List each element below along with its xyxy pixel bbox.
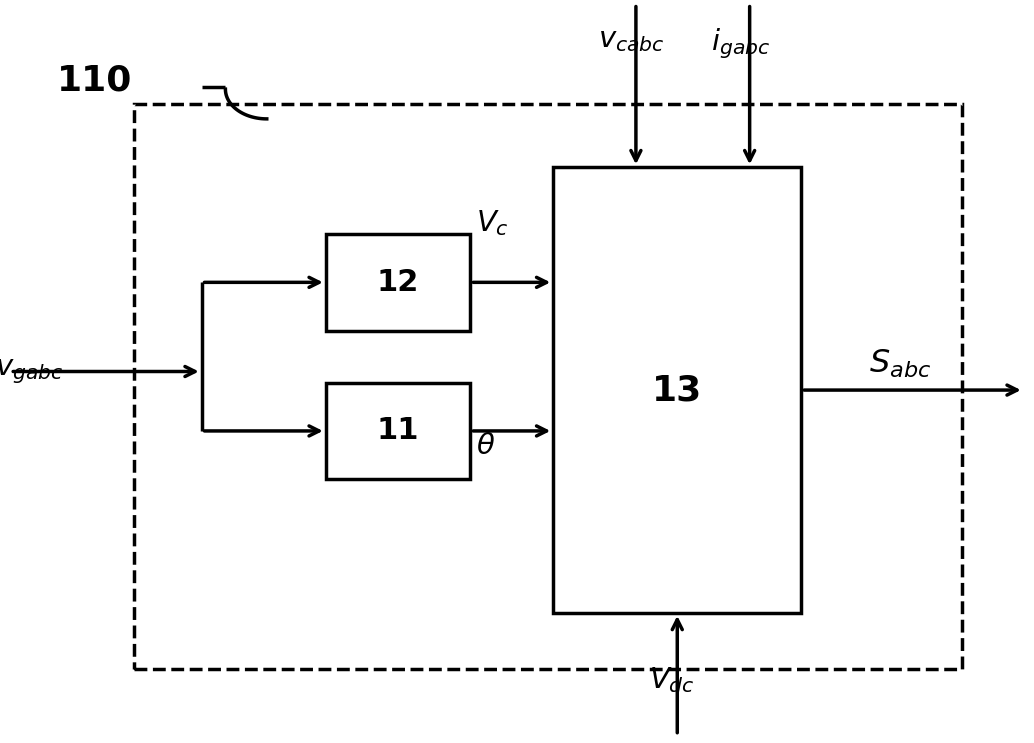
Bar: [326, 234, 470, 331]
Text: $S_{abc}$: $S_{abc}$: [869, 348, 931, 380]
Text: 110: 110: [57, 63, 132, 97]
Text: $i_{gabc}$: $i_{gabc}$: [711, 26, 770, 61]
Text: $v_{cabc}$: $v_{cabc}$: [598, 26, 665, 54]
Text: $V_c$: $V_c$: [476, 208, 509, 238]
Text: $V_{dc}$: $V_{dc}$: [649, 665, 695, 695]
Text: 12: 12: [377, 267, 419, 297]
Text: $\theta$: $\theta$: [476, 432, 495, 460]
Text: $v_{gabc}$: $v_{gabc}$: [0, 357, 63, 386]
Bar: [134, 104, 962, 669]
Bar: [553, 167, 801, 613]
Bar: [326, 383, 470, 479]
Text: 13: 13: [652, 373, 702, 407]
Text: 11: 11: [376, 416, 420, 446]
